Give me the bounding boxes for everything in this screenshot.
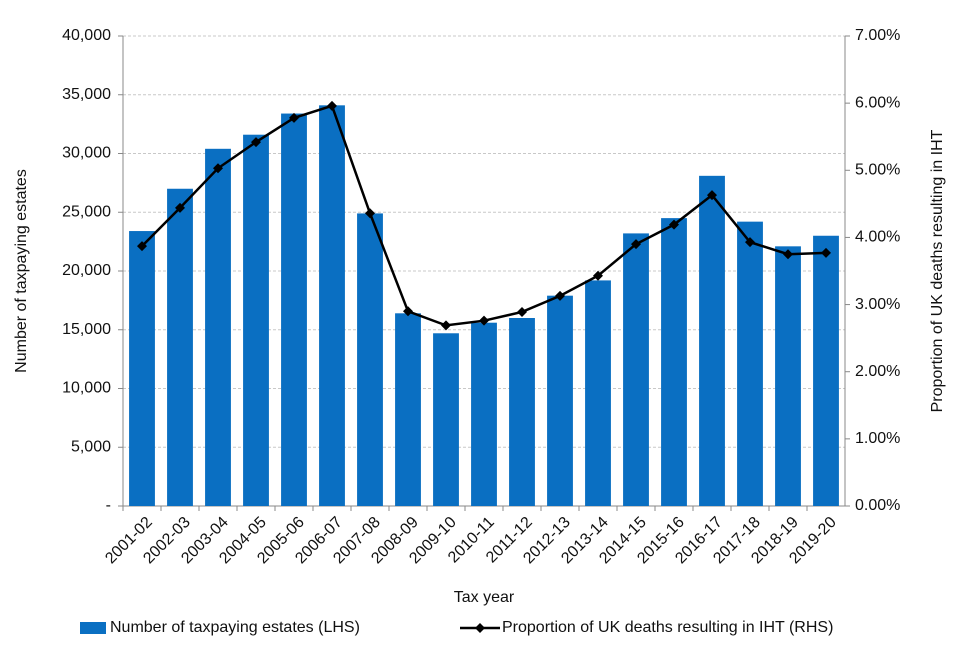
bar bbox=[585, 280, 611, 506]
y-tick-label: 25,000 bbox=[62, 203, 111, 220]
bar bbox=[699, 175, 725, 506]
bar bbox=[737, 221, 763, 506]
marker bbox=[593, 270, 603, 281]
marker bbox=[327, 100, 337, 111]
marker bbox=[555, 290, 565, 301]
bar bbox=[319, 105, 345, 506]
y-tick-label: 15,000 bbox=[62, 321, 111, 338]
bar bbox=[775, 246, 801, 506]
y-axis-title: Number of taxpaying estates bbox=[13, 169, 30, 373]
marker bbox=[365, 208, 375, 219]
y-tick-label: 30,000 bbox=[62, 145, 111, 162]
marker bbox=[175, 202, 185, 213]
y2-tick-label: 7.00% bbox=[855, 27, 900, 44]
bar bbox=[281, 113, 307, 507]
y2-tick-label: 2.00% bbox=[855, 363, 900, 380]
y2-tick-label: 6.00% bbox=[855, 94, 900, 111]
legend-swatch bbox=[475, 623, 485, 633]
marker bbox=[669, 219, 679, 230]
x-axis-title: Tax year bbox=[454, 589, 515, 606]
y-tick-label: 10,000 bbox=[62, 380, 111, 397]
marker bbox=[517, 306, 527, 317]
marker bbox=[745, 237, 755, 248]
legend-label: Number of taxpaying estates (LHS) bbox=[110, 619, 360, 636]
bar bbox=[813, 235, 839, 506]
marker bbox=[783, 249, 793, 260]
y2-tick-label: 0.00% bbox=[855, 497, 900, 514]
y2-tick-label: 1.00% bbox=[855, 430, 900, 447]
marker bbox=[631, 239, 641, 250]
y2-tick-label: 4.00% bbox=[855, 229, 900, 246]
y-tick-label: 5,000 bbox=[71, 438, 111, 455]
y2-tick-label: 3.00% bbox=[855, 296, 900, 313]
bar bbox=[243, 134, 269, 506]
legend-swatch bbox=[80, 622, 106, 634]
bar bbox=[433, 333, 459, 506]
marker bbox=[441, 320, 451, 331]
y2-tick-label: 5.00% bbox=[855, 162, 900, 179]
bar bbox=[547, 295, 573, 506]
bar bbox=[661, 218, 687, 506]
bar bbox=[623, 233, 649, 506]
bar bbox=[509, 318, 535, 506]
marker bbox=[251, 137, 261, 148]
marker bbox=[289, 112, 299, 123]
marker bbox=[403, 306, 413, 317]
marker bbox=[137, 241, 147, 252]
y2-axis-title: Proportion of UK deaths resulting in IHT bbox=[929, 129, 946, 412]
bar bbox=[357, 213, 383, 507]
bar bbox=[205, 148, 231, 507]
marker bbox=[479, 315, 489, 326]
bar bbox=[129, 231, 155, 507]
bar bbox=[471, 322, 497, 506]
y-tick-label: - bbox=[106, 497, 111, 514]
marker bbox=[821, 247, 831, 258]
bar bbox=[395, 313, 421, 506]
marker bbox=[707, 190, 717, 201]
y-tick-label: 35,000 bbox=[62, 86, 111, 103]
bar bbox=[167, 188, 193, 506]
y-tick-label: 40,000 bbox=[62, 27, 111, 44]
y-tick-label: 20,000 bbox=[62, 262, 111, 279]
marker bbox=[213, 163, 223, 174]
legend-label: Proportion of UK deaths resulting in IHT… bbox=[502, 619, 833, 636]
